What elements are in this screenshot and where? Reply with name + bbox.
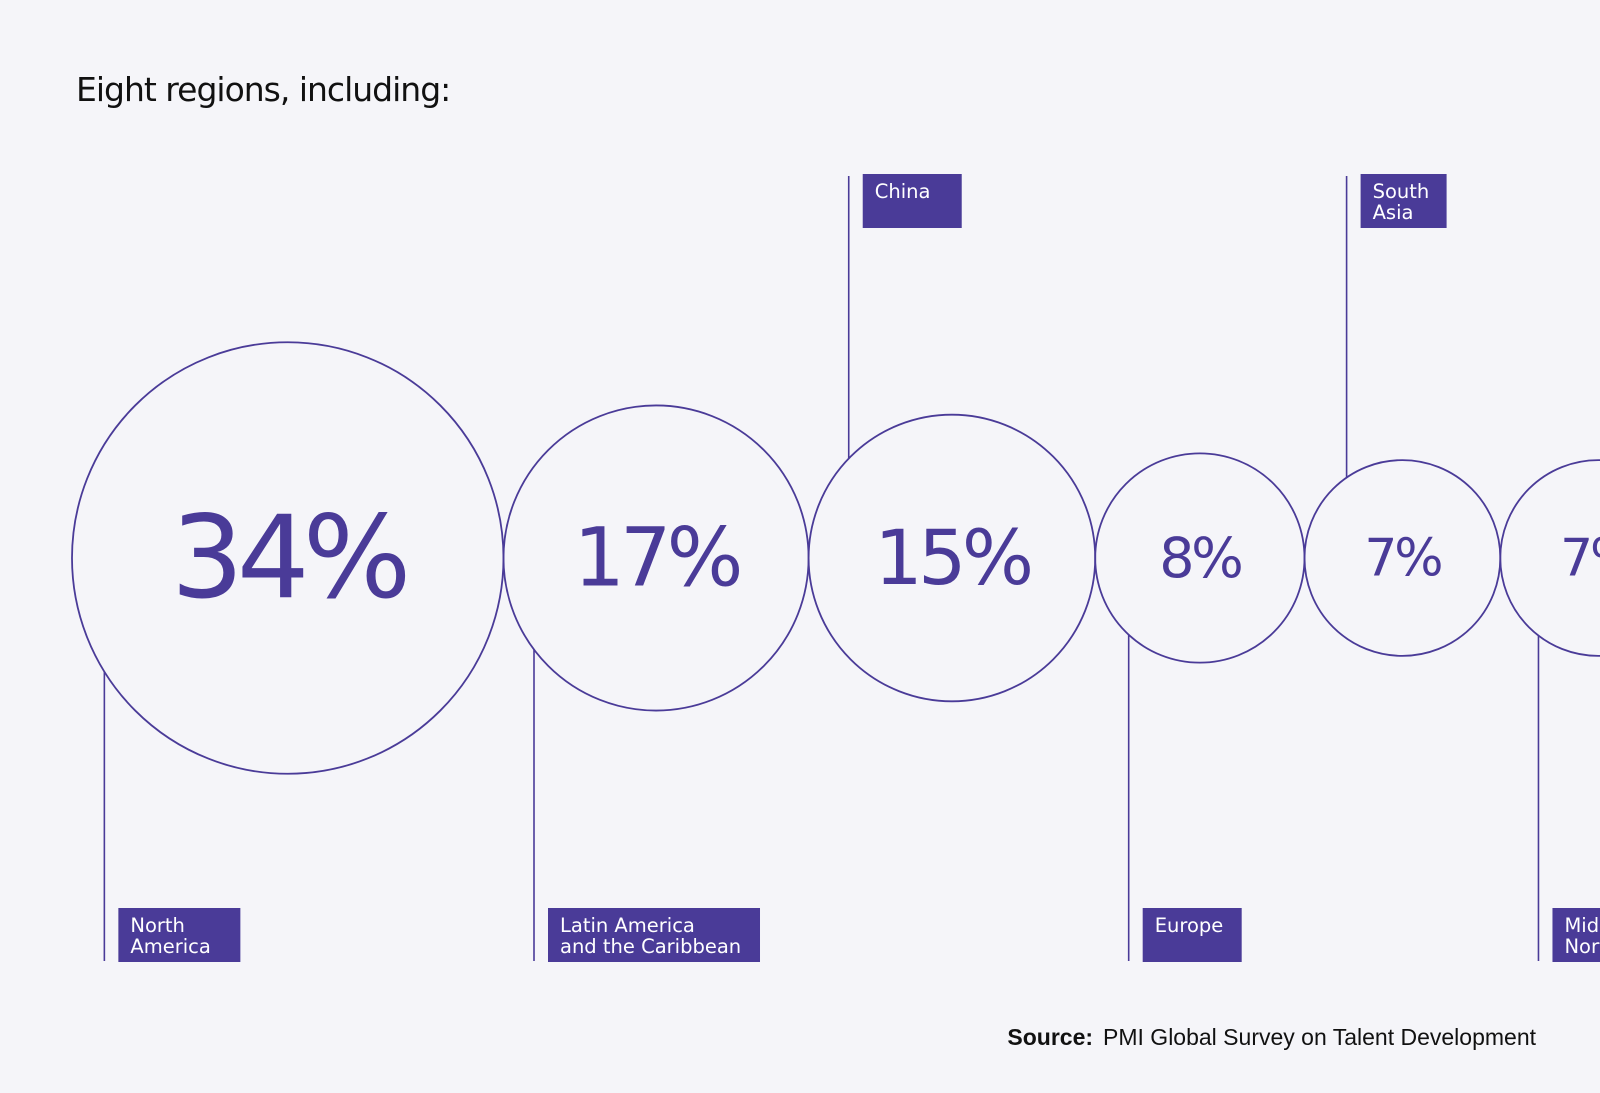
region-label-text: South (1373, 180, 1430, 203)
bubble-value-label: 7% (1364, 529, 1441, 589)
region-label-text: Latin America (560, 914, 695, 937)
bubble-value-label: 15% (874, 514, 1030, 602)
source-text: PMI Global Survey on Talent Development (1103, 1024, 1536, 1050)
region-label-text: North (130, 914, 185, 937)
region-label-box (1360, 174, 1447, 228)
region-label-box (1552, 908, 1600, 962)
region-label-text: Europe (1155, 914, 1224, 937)
region-label-text: America (130, 935, 210, 958)
region-label-text: North Africa (1564, 935, 1600, 958)
region-label-box (548, 908, 761, 962)
bubble-value-label: 17% (573, 511, 739, 605)
region-label-text: China (875, 180, 931, 203)
region-label-text: and the Caribbean (560, 935, 741, 958)
region-label-box (1142, 908, 1242, 962)
bubble (1499, 459, 1600, 657)
source-label: Source: (1007, 1024, 1094, 1050)
source-note: Source: PMI Global Survey on Talent Devel… (1007, 1024, 1536, 1051)
bubble-value-label: 8% (1159, 527, 1241, 591)
region-label-box (118, 908, 241, 962)
bubble-value-label: 7% (1560, 529, 1600, 589)
bubble-value-label: 34% (171, 491, 406, 624)
region-label-text: Middle East and (1564, 914, 1600, 937)
bubble-group-4: 8% Europe (1094, 452, 1306, 962)
chart-title: Eight regions, including: (76, 70, 451, 109)
region-label-text: Asia (1373, 201, 1414, 224)
bubble-group-3: 15% China (807, 174, 1097, 703)
bubble-group-6: 7% Middle East andNorth Africa (1499, 459, 1600, 962)
region-label-box (862, 174, 962, 228)
